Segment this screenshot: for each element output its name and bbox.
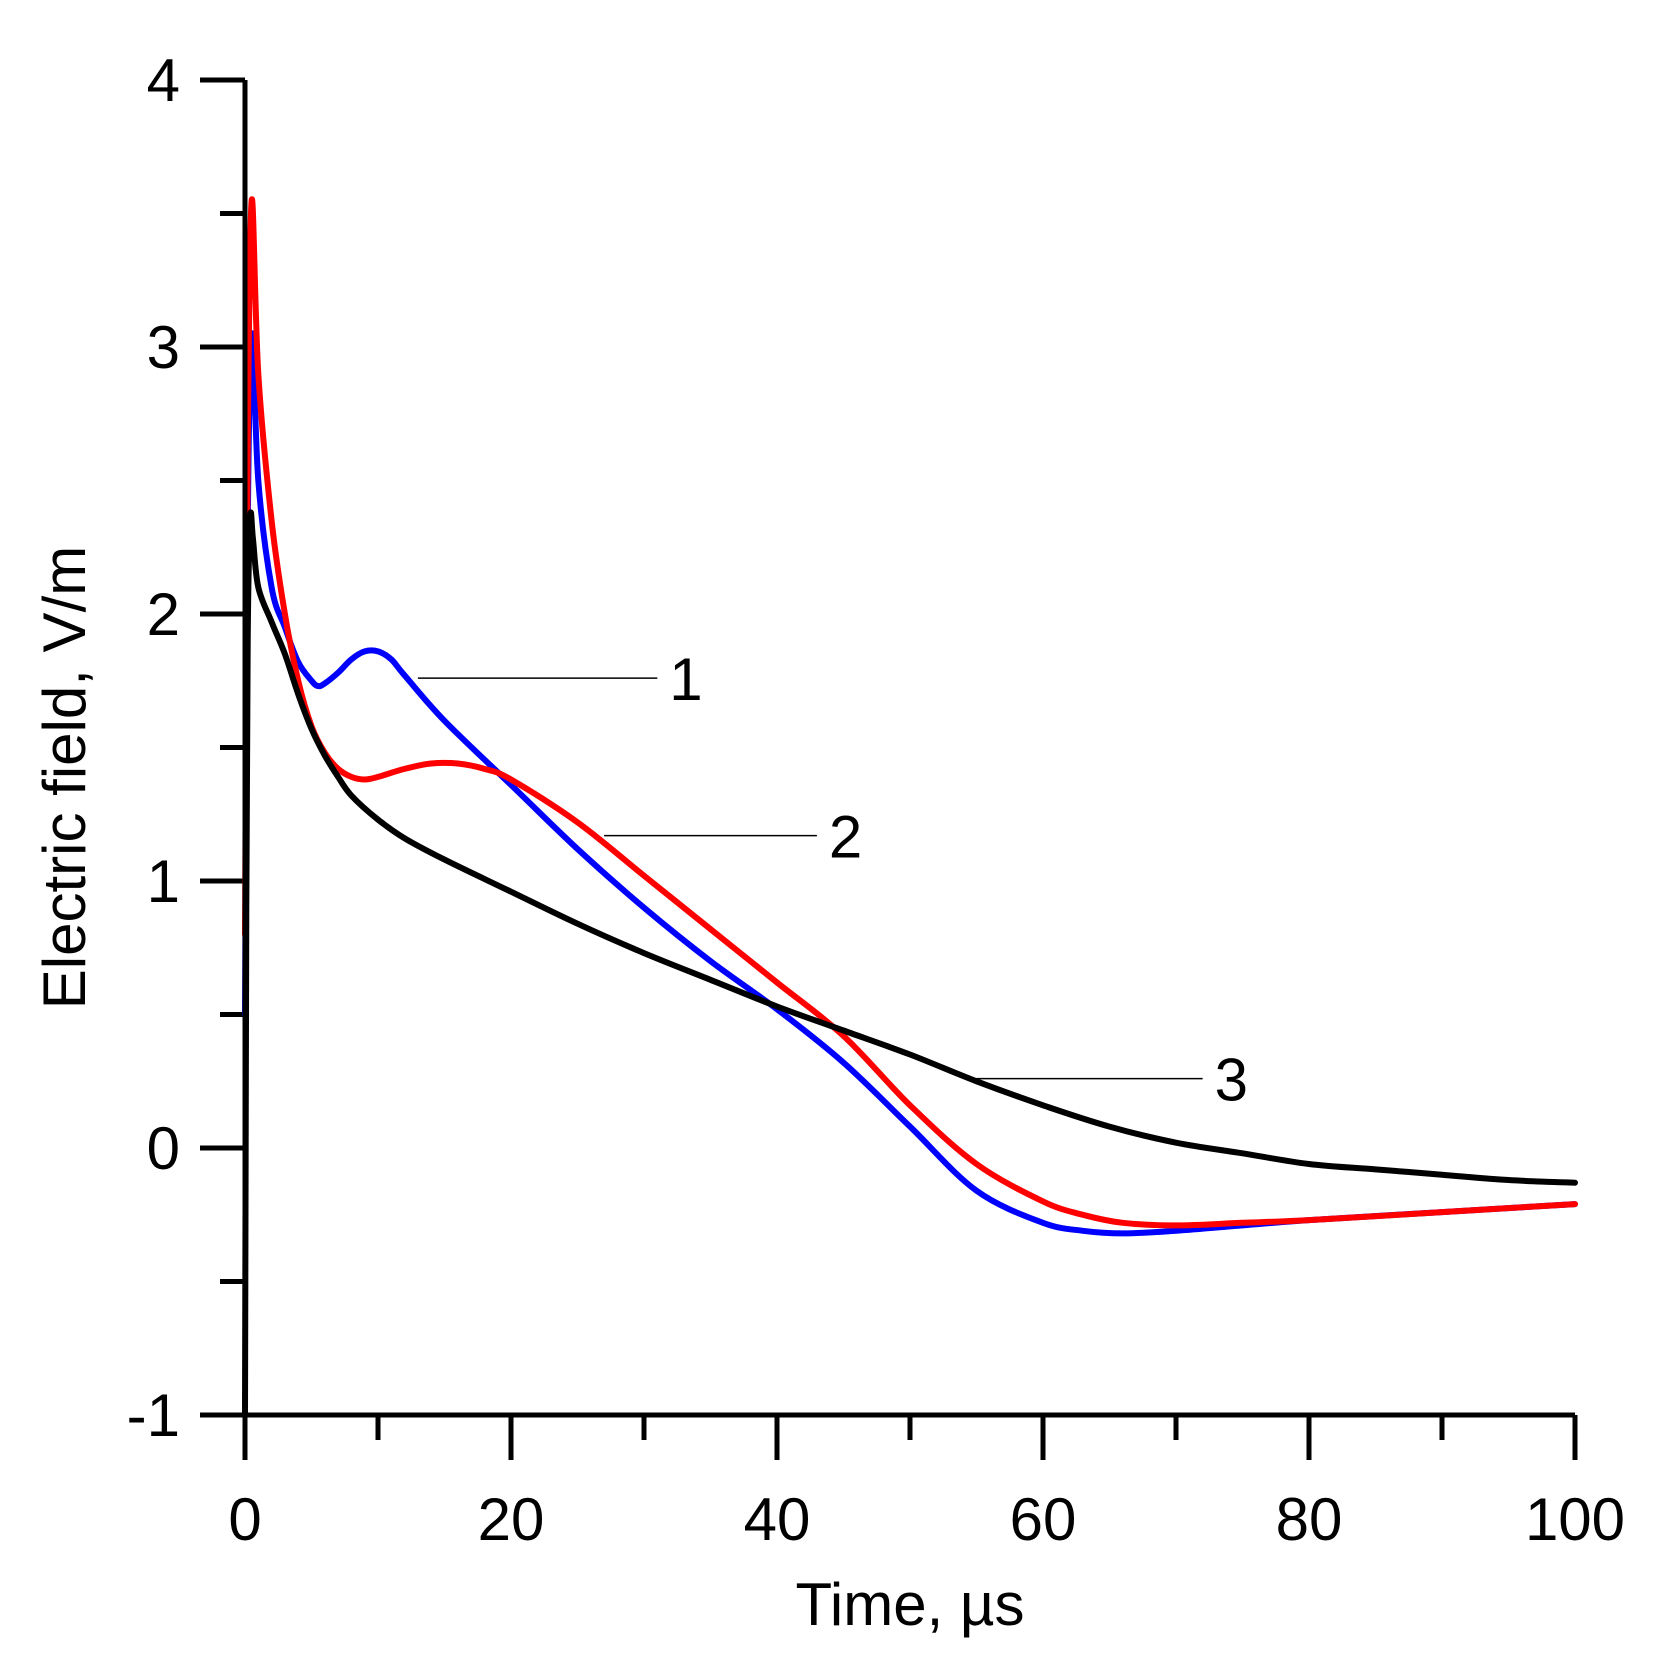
ticks — [200, 77, 1578, 1460]
x-tick-label: 100 — [1525, 1486, 1625, 1553]
series-line-2 — [242, 196, 1578, 1229]
x-tick-label: 20 — [478, 1486, 545, 1553]
x-tick-label: 60 — [1010, 1486, 1077, 1553]
x-tick-label: 0 — [228, 1486, 261, 1553]
y-tick-label: -1 — [127, 1382, 180, 1449]
series-line-3 — [242, 509, 1578, 1418]
y-tick-label: 0 — [147, 1115, 180, 1182]
series-label-3: 3 — [1215, 1047, 1248, 1114]
series-line-1 — [242, 330, 1578, 1237]
x-tick-label: 80 — [1276, 1486, 1343, 1553]
series-label-1: 1 — [669, 646, 702, 713]
y-tick-label: 1 — [147, 848, 180, 915]
y-tick-label: 2 — [147, 581, 180, 648]
series-labels: 1 2 3 — [669, 646, 1248, 1113]
series-label-2: 2 — [829, 804, 862, 871]
y-axis-title: Electric field, V/m — [31, 546, 98, 1009]
series-leaders — [417, 677, 1203, 1080]
y-tick-label: 4 — [147, 47, 180, 114]
series-group — [242, 80, 1578, 1418]
y-tick-label: 3 — [147, 314, 180, 381]
x-axis-title: Time, µs — [795, 1571, 1024, 1638]
x-tick-label: 40 — [744, 1486, 811, 1553]
